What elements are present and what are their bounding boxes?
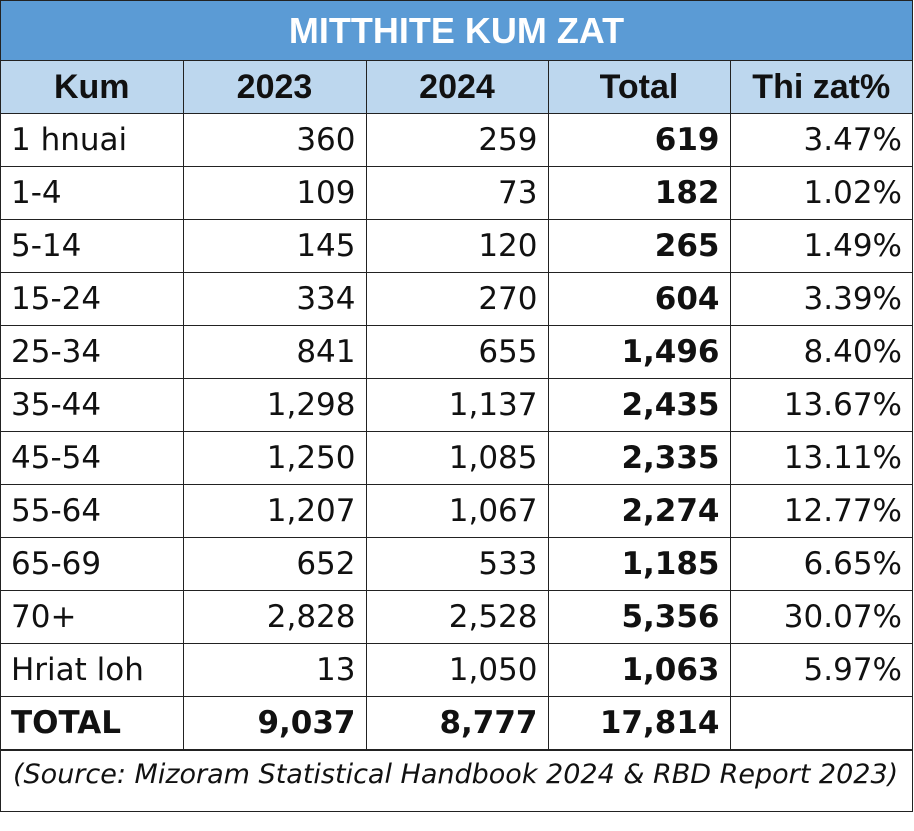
header-2023: 2023: [182, 61, 367, 114]
table-row: 70+ 2,828 2,528 5,356 30.07%: [1, 590, 912, 644]
total-percentage-cell: [729, 696, 912, 750]
data-table-card: MITTHITE KUM ZAT Kum 2023 2024 Total Thi…: [0, 0, 913, 812]
value-2023-cell: 1,207: [182, 484, 367, 538]
total-cell: 1,063: [547, 643, 731, 697]
value-2023-cell: 1,298: [182, 378, 367, 432]
table-row: 25-34 841 655 1,496 8.40%: [1, 325, 912, 379]
total-cell: 1,185: [547, 537, 731, 591]
header-2024: 2024: [365, 61, 549, 114]
value-2024-cell: 2,528: [365, 590, 549, 644]
age-group-cell: 25-34: [1, 325, 184, 379]
percentage-cell: 3.47%: [729, 113, 912, 167]
value-2023-cell: 841: [182, 325, 367, 379]
table-row: 1-4 109 73 182 1.02%: [1, 166, 912, 220]
total-cell: 604: [547, 272, 731, 326]
age-group-cell: 70+: [1, 590, 184, 644]
percentage-cell: 6.65%: [729, 537, 912, 591]
percentage-cell: 1.49%: [729, 219, 912, 273]
age-group-cell: 15-24: [1, 272, 184, 326]
value-2024-cell: 1,085: [365, 431, 549, 485]
value-2023-cell: 652: [182, 537, 367, 591]
value-2023-cell: 13: [182, 643, 367, 697]
total-total-cell: 17,814: [547, 696, 731, 750]
table-body: 1 hnuai 360 259 619 3.47% 1-4 109 73 182 1.02% 5-1…: [1, 113, 912, 750]
total-cell: 1,496: [547, 325, 731, 379]
table-row: 1 hnuai 360 259 619 3.47%: [1, 113, 912, 167]
total-cell: 5,356: [547, 590, 731, 644]
percentage-cell: 30.07%: [729, 590, 912, 644]
total-label: TOTAL: [1, 696, 184, 750]
header-age-group: Kum: [1, 61, 184, 114]
total-row: TOTAL 9,037 8,777 17,814: [1, 696, 912, 750]
header-total: Total: [547, 61, 731, 114]
percentage-cell: 8.40%: [729, 325, 912, 379]
value-2024-cell: 259: [365, 113, 549, 167]
table-title: MITTHITE KUM ZAT: [1, 1, 912, 61]
value-2024-cell: 1,067: [365, 484, 549, 538]
value-2024-cell: 655: [365, 325, 549, 379]
source-note: (Source: Mizoram Statistical Handbook 20…: [1, 750, 912, 797]
value-2024-cell: 1,050: [365, 643, 549, 697]
value-2024-cell: 270: [365, 272, 549, 326]
age-group-cell: 35-44: [1, 378, 184, 432]
value-2024-cell: 73: [365, 166, 549, 220]
percentage-cell: 1.02%: [729, 166, 912, 220]
value-2023-cell: 109: [182, 166, 367, 220]
percentage-cell: 13.11%: [729, 431, 912, 485]
header-row: Kum 2023 2024 Total Thi zat%: [1, 61, 912, 114]
table-row: 35-44 1,298 1,137 2,435 13.67%: [1, 378, 912, 432]
age-group-cell: Hriat loh: [1, 643, 184, 697]
age-group-cell: 5-14: [1, 219, 184, 273]
value-2024-cell: 120: [365, 219, 549, 273]
table-row: 5-14 145 120 265 1.49%: [1, 219, 912, 273]
total-value-2023-cell: 9,037: [182, 696, 367, 750]
total-cell: 2,274: [547, 484, 731, 538]
value-2023-cell: 2,828: [182, 590, 367, 644]
percentage-cell: 3.39%: [729, 272, 912, 326]
table-row: Hriat loh 13 1,050 1,063 5.97%: [1, 643, 912, 697]
total-cell: 2,335: [547, 431, 731, 485]
value-2024-cell: 533: [365, 537, 549, 591]
age-group-cell: 1-4: [1, 166, 184, 220]
total-cell: 2,435: [547, 378, 731, 432]
table-row: 65-69 652 533 1,185 6.65%: [1, 537, 912, 591]
age-group-cell: 65-69: [1, 537, 184, 591]
percentage-cell: 5.97%: [729, 643, 912, 697]
age-group-cell: 55-64: [1, 484, 184, 538]
total-value-2024-cell: 8,777: [365, 696, 549, 750]
death-age-table: Kum 2023 2024 Total Thi zat% 1 hnuai 360 2…: [1, 61, 912, 750]
value-2023-cell: 1,250: [182, 431, 367, 485]
header-percentage: Thi zat%: [729, 61, 912, 114]
table-row: 15-24 334 270 604 3.39%: [1, 272, 912, 326]
value-2023-cell: 360: [182, 113, 367, 167]
total-cell: 182: [547, 166, 731, 220]
age-group-cell: 45-54: [1, 431, 184, 485]
total-cell: 265: [547, 219, 731, 273]
value-2023-cell: 334: [182, 272, 367, 326]
table-row: 45-54 1,250 1,085 2,335 13.11%: [1, 431, 912, 485]
table-row: 55-64 1,207 1,067 2,274 12.77%: [1, 484, 912, 538]
percentage-cell: 13.67%: [729, 378, 912, 432]
value-2023-cell: 145: [182, 219, 367, 273]
value-2024-cell: 1,137: [365, 378, 549, 432]
percentage-cell: 12.77%: [729, 484, 912, 538]
total-cell: 619: [547, 113, 731, 167]
age-group-cell: 1 hnuai: [1, 113, 184, 167]
